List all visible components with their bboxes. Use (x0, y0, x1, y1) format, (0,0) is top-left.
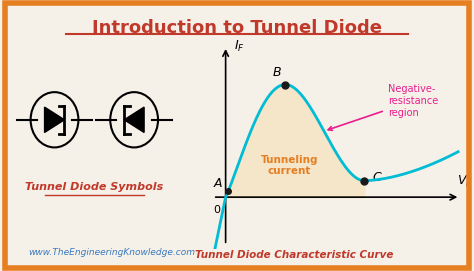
Polygon shape (124, 107, 144, 133)
Text: B: B (273, 66, 281, 79)
Text: A: A (213, 177, 222, 190)
Text: Tunneling
current: Tunneling current (261, 155, 319, 176)
Text: $V_F$: $V_F$ (456, 174, 473, 189)
Text: $I_F$: $I_F$ (234, 38, 245, 54)
Text: 0: 0 (214, 205, 220, 215)
Text: Negative-
resistance
region: Negative- resistance region (328, 85, 438, 130)
Text: Tunnel Diode Symbols: Tunnel Diode Symbols (25, 182, 164, 192)
Text: www.TheEngineeringKnowledge.com: www.TheEngineeringKnowledge.com (28, 249, 195, 257)
Text: C: C (373, 172, 382, 185)
Polygon shape (45, 107, 64, 133)
Text: Introduction to Tunnel Diode: Introduction to Tunnel Diode (92, 19, 382, 37)
Text: Tunnel Diode Characteristic Curve: Tunnel Diode Characteristic Curve (195, 250, 393, 260)
